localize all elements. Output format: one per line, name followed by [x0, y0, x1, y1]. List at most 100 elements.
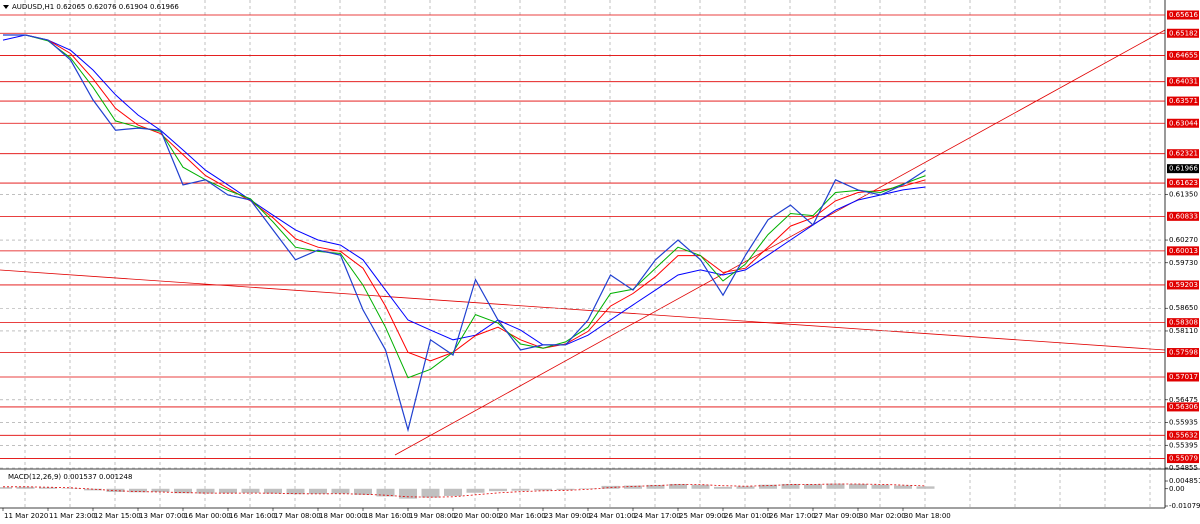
x-tick-label: 20 Mar 00:00 [454, 512, 501, 520]
histogram-bar [894, 485, 912, 489]
histogram-bar [916, 486, 935, 489]
histogram-bar [264, 488, 282, 494]
x-tick-label: 25 Mar 09:00 [679, 512, 726, 520]
level-label-box [1167, 118, 1199, 128]
level-label-box [1167, 211, 1199, 221]
level-label-box [1167, 454, 1199, 464]
histogram-bar [61, 488, 80, 489]
y-tick-label: 0.00 [1169, 485, 1185, 493]
y-tick-label: 0.59730 [1169, 259, 1198, 267]
level-label: 0.57598 [1169, 349, 1198, 357]
level-label: 0.55632 [1169, 431, 1198, 439]
level-label-box [1167, 348, 1199, 358]
x-tick-label: 12 Mar 15:00 [94, 512, 141, 520]
x-tick-label: 17 Mar 08:00 [274, 512, 321, 520]
level-label: 0.57017 [1169, 373, 1198, 381]
x-tick-label: 11 Mar 2020 [4, 512, 48, 520]
chart-title: AUDUSD,H1 0.62065 0.62076 0.61904 0.6196… [12, 3, 179, 11]
histogram-bar [781, 483, 800, 489]
x-tick-label: 18 Mar 16:00 [364, 512, 411, 520]
x-tick-label: 18 Mar 00:00 [319, 512, 366, 520]
series-line [3, 34, 926, 379]
y-tick-label: 0.004851 [1169, 477, 1200, 485]
level-label-box [1167, 372, 1199, 382]
level-label: 0.62321 [1169, 150, 1198, 158]
level-label: 0.59203 [1169, 281, 1198, 289]
histogram-bar [16, 486, 35, 489]
series-line [3, 34, 926, 433]
y-tick-label: 0.58110 [1169, 327, 1198, 335]
histogram-bar [421, 488, 440, 498]
histogram-bar [871, 484, 890, 489]
y-tick-label: 0.61350 [1169, 191, 1198, 199]
macd-title: MACD(12,26,9) 0.001537 0.001248 [8, 473, 132, 481]
series-line [3, 34, 926, 362]
x-tick-label: 24 Mar 01:00 [589, 512, 636, 520]
level-label: 0.55079 [1169, 455, 1198, 463]
level-label: 0.63571 [1169, 97, 1198, 105]
y-tick-label: 0.60270 [1169, 236, 1198, 244]
histogram-bar [646, 484, 665, 489]
histogram-bar [736, 486, 755, 489]
signal-line [3, 483, 926, 498]
histogram-bar [759, 484, 777, 489]
vertical-grid [24, 0, 1151, 508]
x-tick-label: 11 Mar 23:00 [49, 512, 96, 520]
histogram-bar [489, 488, 507, 492]
level-label-box [1167, 430, 1199, 440]
last-price-box [1167, 164, 1199, 174]
x-tick-label: 26 Mar 17:00 [769, 512, 816, 520]
level-label: 0.63044 [1169, 119, 1198, 127]
histogram-bar [624, 485, 642, 489]
level-label-box [1167, 96, 1199, 106]
x-tick-label: 24 Mar 17:00 [634, 512, 681, 520]
level-label-box [1167, 149, 1199, 159]
histogram-bar [241, 488, 260, 493]
y-tick-label: 0.55395 [1169, 441, 1198, 449]
y-tick-label: -0.01079 [1169, 502, 1200, 510]
histogram-bar [39, 487, 57, 489]
histogram-bar [354, 488, 372, 495]
histogram-bar [129, 488, 147, 493]
level-label: 0.64031 [1169, 78, 1198, 86]
x-tick-label: 16 Mar 00:00 [184, 512, 231, 520]
histogram-bar [579, 488, 597, 489]
x-tick-label: 30 Mar 18:00 [904, 512, 951, 520]
histogram-bar [219, 488, 237, 494]
histogram-bar [511, 488, 530, 491]
level-label-box [1167, 246, 1199, 256]
histogram-bar [151, 488, 170, 492]
histogram-bar [309, 488, 327, 494]
x-tick-label: 19 Mar 08:00 [409, 512, 456, 520]
x-tick-label: 26 Mar 01:00 [724, 512, 771, 520]
y-tick-label: 0.55935 [1169, 419, 1198, 427]
level-label-box [1167, 178, 1199, 188]
x-tick-label: 20 Mar 16:00 [499, 512, 546, 520]
x-tick-label: 16 Mar 16:00 [229, 512, 276, 520]
histogram-bar [0, 487, 12, 489]
last-price-label: 0.61966 [1169, 165, 1198, 173]
histogram-bar [849, 483, 867, 489]
histogram-bar [534, 488, 552, 491]
y-tick-label: 0.58650 [1169, 304, 1198, 312]
level-label-box [1167, 280, 1199, 290]
histogram-bar [804, 484, 822, 489]
x-tick-label: 30 Mar 02:00 [859, 512, 906, 520]
series-line [2, 34, 926, 346]
level-label: 0.65182 [1169, 29, 1198, 37]
level-label: 0.58308 [1169, 319, 1198, 327]
level-label: 0.60833 [1169, 212, 1198, 220]
level-label-box [1167, 50, 1199, 60]
histogram-bar [444, 488, 462, 496]
level-label-box [1167, 318, 1199, 328]
x-tick-label: 23 Mar 09:00 [544, 512, 591, 520]
level-label: 0.65616 [1169, 11, 1198, 19]
level-label: 0.60013 [1169, 247, 1198, 255]
x-tick-label: 13 Mar 07:00 [139, 512, 186, 520]
histogram-bar [174, 488, 192, 494]
histogram-bar [556, 488, 575, 491]
menu-arrow[interactable] [3, 5, 9, 9]
